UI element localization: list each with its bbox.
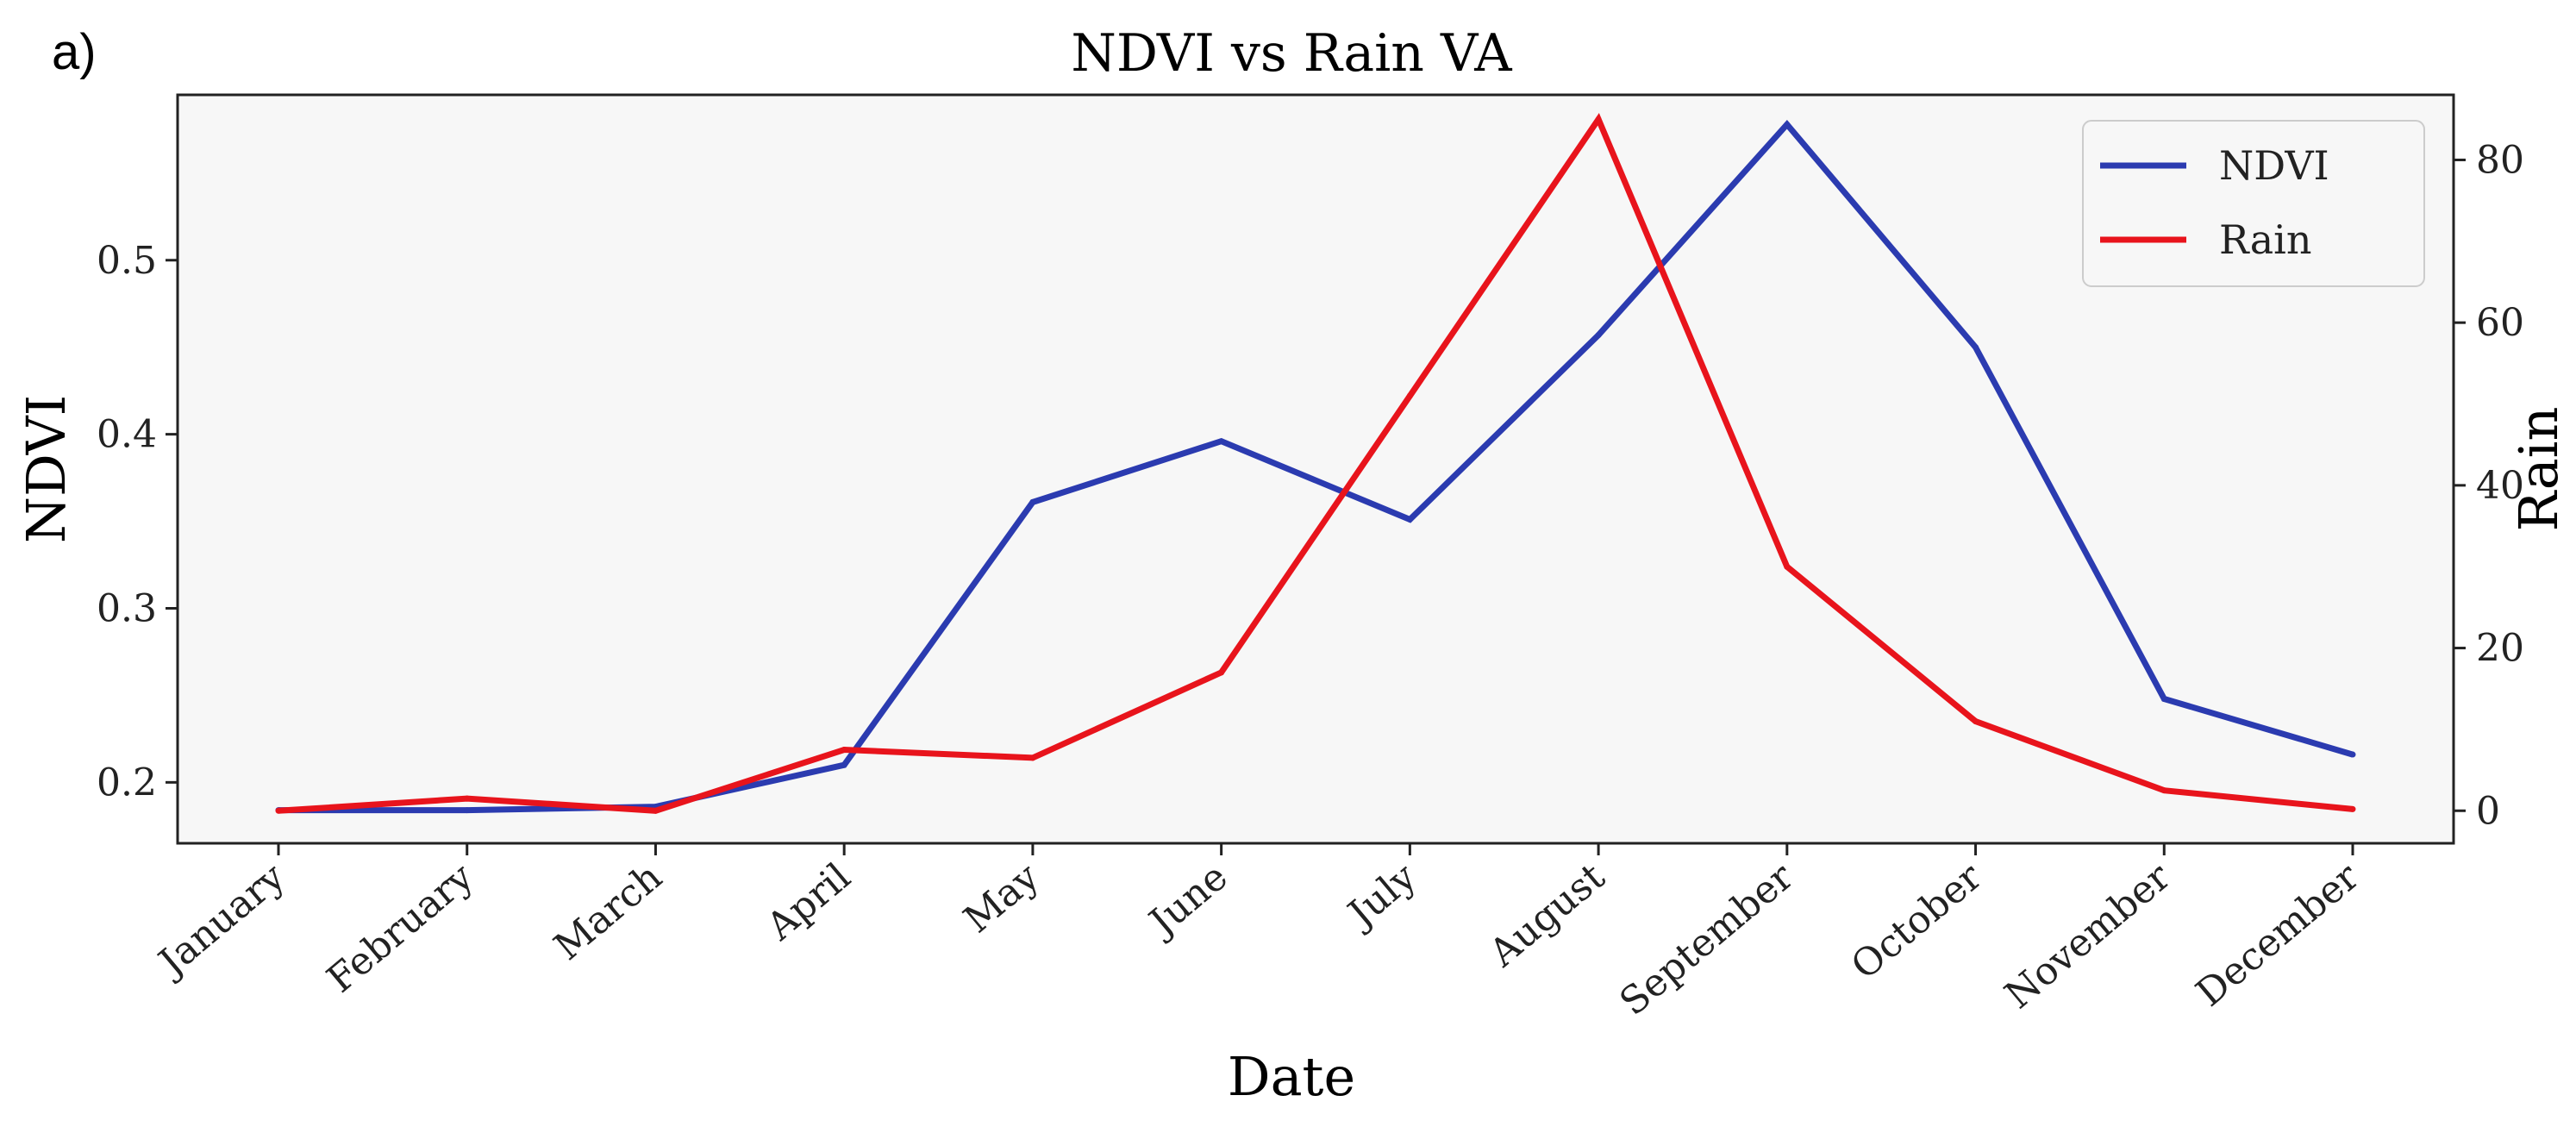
data-point-rain xyxy=(1029,754,1036,761)
data-point-ndvi xyxy=(1784,121,1791,128)
x-tick-label: June xyxy=(1139,854,1236,946)
y2-axis-label: Rain xyxy=(2507,407,2570,532)
data-point-ndvi xyxy=(2349,751,2356,758)
data-point-rain xyxy=(2349,805,2356,812)
legend-label-rain: Rain xyxy=(2219,216,2311,263)
legend-label-ndvi: NDVI xyxy=(2219,142,2329,189)
y2-tick-label: 80 xyxy=(2476,138,2524,182)
x-tick-label: May xyxy=(956,854,1048,942)
y-tick-label: 0.4 xyxy=(97,413,157,457)
data-point-ndvi xyxy=(1595,332,1602,339)
y2-tick-label: 0 xyxy=(2476,789,2500,833)
y-axis-label: NDVI xyxy=(15,395,78,543)
y2-tick-label: 20 xyxy=(2476,627,2524,671)
series-layer xyxy=(275,113,2356,814)
x-axis-label: Date xyxy=(1228,1045,1355,1108)
panel-label: a) xyxy=(52,24,97,80)
legend-box xyxy=(2082,120,2425,287)
y-tick-label: 0.2 xyxy=(97,761,157,804)
y-tick-label: 0.5 xyxy=(97,239,157,283)
data-point-ndvi xyxy=(2160,695,2167,702)
data-point-ndvi xyxy=(1029,498,1036,505)
data-point-rain xyxy=(841,747,847,753)
data-point-rain xyxy=(1973,717,1979,724)
data-point-rain xyxy=(464,795,471,802)
legend: NDVI Rain xyxy=(2082,120,2425,287)
x-tick-label: December xyxy=(2188,854,2368,1016)
data-point-rain xyxy=(1595,116,1602,122)
x-tick-label: February xyxy=(319,854,482,1001)
data-point-ndvi xyxy=(1406,516,1413,523)
data-point-ndvi xyxy=(1973,344,1979,351)
data-point-ndvi xyxy=(464,807,471,814)
data-point-rain xyxy=(275,807,282,814)
data-point-rain xyxy=(1784,563,1791,570)
data-point-rain xyxy=(1406,392,1413,399)
plot-area xyxy=(176,93,2455,845)
x-tick-label: July xyxy=(1338,854,1425,937)
data-point-rain xyxy=(652,807,659,814)
data-point-ndvi xyxy=(841,761,847,768)
x-tick-label: November xyxy=(1997,854,2179,1017)
x-tick-label: August xyxy=(1480,854,1613,976)
y2-axis-ticks: 0 20 40 60 80 xyxy=(2454,138,2524,833)
series-line-rain xyxy=(278,113,2354,814)
data-point-rain xyxy=(2160,787,2167,794)
x-tick-label: October xyxy=(1843,854,1991,988)
x-axis-ticks: January February March April May June July Augu… xyxy=(148,843,2368,1024)
y2-tick-label: 60 xyxy=(2476,301,2524,345)
y-tick-label: 0.3 xyxy=(97,586,157,630)
y-axis-ticks: 0.2 0.3 0.4 0.5 xyxy=(97,239,178,804)
x-tick-label: March xyxy=(546,854,670,968)
y2-tick-label: 40 xyxy=(2476,464,2524,508)
x-tick-label: April xyxy=(758,854,859,949)
x-tick-label: January xyxy=(148,854,293,986)
chart-title: NDVI vs Rain VA xyxy=(1071,23,1512,84)
x-tick-label: September xyxy=(1611,854,1802,1024)
data-point-ndvi xyxy=(1218,438,1225,445)
data-point-rain xyxy=(1218,669,1225,676)
